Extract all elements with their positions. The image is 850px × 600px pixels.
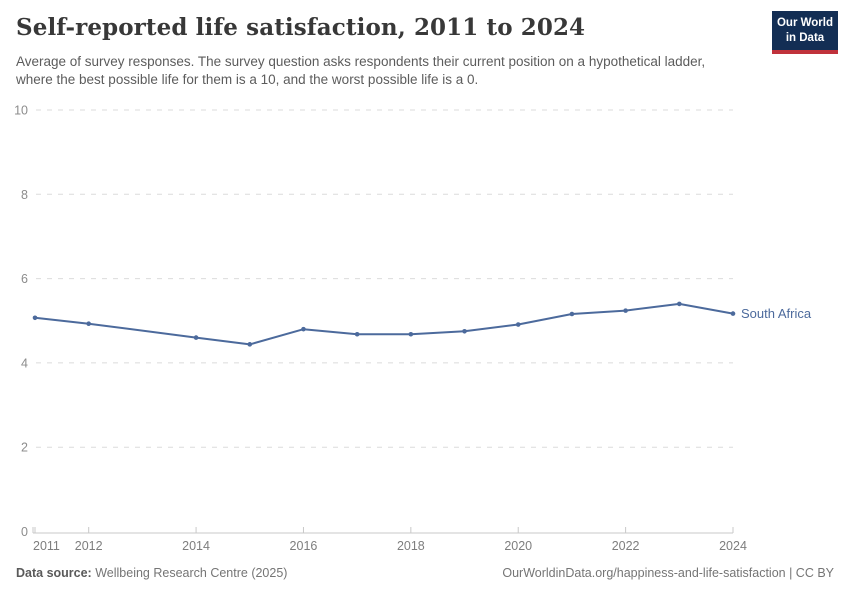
x-axis-tick-label: 2022 <box>612 539 640 553</box>
x-axis-tick-label: 2016 <box>290 539 318 553</box>
chart-footer: Data source: Wellbeing Research Centre (… <box>16 566 834 580</box>
y-axis-tick-label: 0 <box>21 525 28 539</box>
owid-logo: Our World in Data <box>772 11 838 54</box>
series-line <box>34 302 734 346</box>
x-axis-tick-label: 2018 <box>397 539 425 553</box>
owid-logo-red-bar <box>772 50 838 54</box>
data-point <box>569 311 575 317</box>
owid-logo-text-line1: Our World <box>776 17 833 30</box>
data-point <box>354 331 360 337</box>
data-point <box>515 322 521 327</box>
y-axis-tick-label: 10 <box>14 104 28 118</box>
data-point <box>408 331 414 337</box>
data-source-label: Data source: <box>16 566 92 580</box>
data-point <box>462 328 467 334</box>
data-point <box>301 326 306 332</box>
data-point <box>677 301 682 307</box>
data-source-value: Wellbeing Research Centre (2025) <box>95 566 288 580</box>
y-axis-tick-label: 4 <box>21 356 28 370</box>
series-entity-label: South Africa <box>741 306 812 321</box>
data-point <box>247 342 253 347</box>
owid-logo-box: Our World in Data <box>772 11 838 50</box>
data-point <box>86 321 91 327</box>
y-axis-tick-label: 6 <box>21 272 28 286</box>
line-chart: 0 2 4 6 8 10 2011 2012 2014 2016 2018 2020 2022 2024 S… <box>0 90 850 567</box>
x-axis-tick-label: 2011 <box>33 539 60 553</box>
y-axis-tick-label: 8 <box>21 188 28 202</box>
data-point <box>193 335 199 340</box>
chart-svg: 0 2 4 6 8 10 2011 2012 2014 2016 2018 2020 2022 2024 S… <box>14 104 812 554</box>
data-point <box>730 311 736 316</box>
page-title: Self-reported life satisfaction, 2011 to… <box>16 14 586 41</box>
data-point <box>623 308 628 313</box>
x-axis-tick-label: 2012 <box>75 539 103 553</box>
y-axis-tick-label: 2 <box>21 441 28 455</box>
x-axis-tick-label: 2014 <box>182 539 210 553</box>
x-axis-tick-label: 2020 <box>504 539 532 553</box>
data-source: Data source: Wellbeing Research Centre (… <box>16 566 287 580</box>
data-point <box>32 315 38 321</box>
owid-credit-link[interactable]: OurWorldinData.org/happiness-and-life-sa… <box>502 566 834 580</box>
owid-logo-text-line2: in Data <box>785 31 825 44</box>
x-axis-tick-label: 2024 <box>719 539 747 553</box>
chart-subtitle: Average of survey responses. The survey … <box>16 54 706 87</box>
